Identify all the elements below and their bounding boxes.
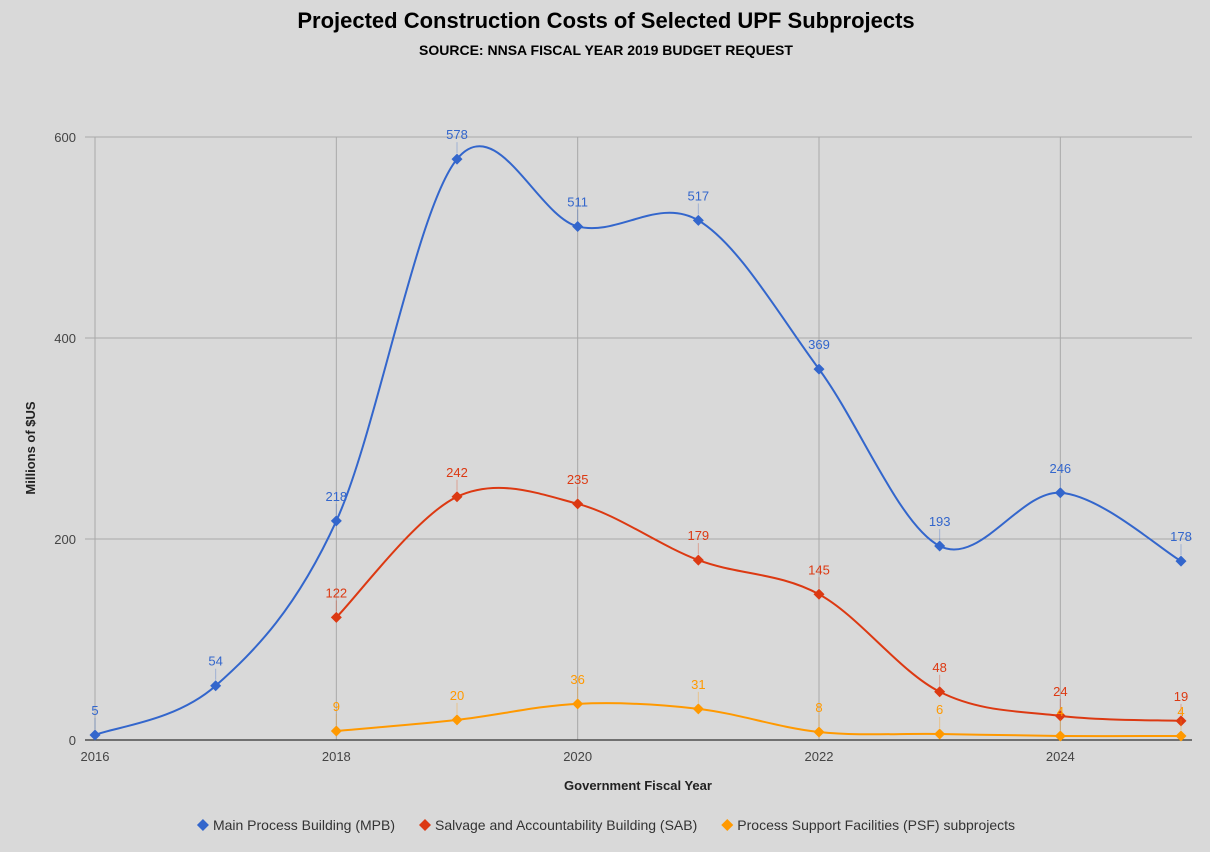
data-point-marker[interactable] — [934, 728, 946, 740]
x-tick-label: 2024 — [1046, 749, 1075, 764]
x-tick-label: 2022 — [805, 749, 834, 764]
y-tick-label: 400 — [54, 331, 76, 346]
data-point-marker[interactable] — [692, 703, 704, 715]
data-point-marker[interactable] — [572, 220, 584, 232]
data-label: 48 — [932, 660, 946, 675]
data-point-marker[interactable] — [813, 588, 825, 600]
data-label: 4 — [1177, 704, 1184, 719]
legend-item-2[interactable]: Process Support Facilities (PSF) subproj… — [721, 817, 1015, 833]
data-point-marker[interactable] — [934, 686, 946, 698]
data-label: 145 — [808, 562, 830, 577]
data-label: 193 — [929, 514, 951, 529]
data-label: 6 — [936, 702, 943, 717]
data-label: 235 — [567, 472, 589, 487]
data-label: 511 — [567, 194, 588, 209]
data-point-marker[interactable] — [572, 498, 584, 510]
legend-item-1[interactable]: Salvage and Accountability Building (SAB… — [419, 817, 697, 833]
data-point-marker[interactable] — [210, 680, 222, 692]
data-label: 179 — [687, 528, 709, 543]
data-label: 369 — [808, 337, 830, 352]
legend-marker — [419, 819, 432, 831]
data-point-marker[interactable] — [813, 363, 825, 375]
data-point-marker[interactable] — [813, 726, 825, 738]
data-point-marker[interactable] — [451, 714, 463, 726]
data-label: 36 — [570, 672, 584, 687]
legend-marker — [196, 819, 209, 831]
data-label: 24 — [1053, 684, 1067, 699]
data-label: 31 — [691, 677, 705, 692]
x-tick-label: 2018 — [322, 749, 351, 764]
x-tick-label: 2016 — [81, 749, 110, 764]
data-point-marker[interactable] — [1054, 730, 1066, 742]
data-point-marker[interactable] — [1054, 710, 1066, 722]
data-label: 178 — [1170, 529, 1192, 544]
data-point-marker[interactable] — [692, 554, 704, 566]
data-label: 19 — [1174, 689, 1188, 704]
y-tick-label: 0 — [69, 733, 76, 748]
gridlines — [85, 136, 1192, 740]
data-point-marker[interactable] — [330, 611, 342, 623]
y-tick-label: 600 — [54, 130, 76, 145]
data-point-marker[interactable] — [451, 491, 463, 503]
data-point-marker[interactable] — [572, 698, 584, 710]
data-label: 20 — [450, 688, 464, 703]
series-layer — [89, 145, 1187, 742]
data-point-marker[interactable] — [1175, 730, 1187, 742]
data-label: 4 — [1057, 704, 1064, 719]
data-label: 246 — [1049, 461, 1071, 476]
data-label: 5 — [91, 703, 98, 718]
data-label: 242 — [446, 465, 468, 480]
data-label: 8 — [815, 700, 822, 715]
legend-label: Salvage and Accountability Building (SAB… — [435, 817, 697, 833]
legend-label: Main Process Building (MPB) — [213, 817, 395, 833]
data-point-marker[interactable] — [451, 153, 463, 165]
x-tick-label: 2020 — [563, 749, 592, 764]
data-point-marker[interactable] — [1175, 555, 1187, 567]
chart-subtitle: SOURCE: NNSA FISCAL YEAR 2019 BUDGET REQ… — [419, 42, 793, 58]
data-point-marker[interactable] — [1054, 487, 1066, 499]
data-label: 517 — [687, 188, 709, 203]
data-label: 578 — [446, 127, 468, 142]
data-point-marker[interactable] — [692, 214, 704, 226]
x-axis-title: Government Fiscal Year — [564, 778, 712, 793]
data-point-marker[interactable] — [330, 725, 342, 737]
legend-marker — [721, 819, 734, 831]
series-line-0 — [94, 145, 1182, 736]
y-tick-label: 200 — [54, 532, 76, 547]
data-label: 54 — [208, 654, 222, 669]
data-label: 218 — [325, 489, 347, 504]
data-point-marker[interactable] — [330, 515, 342, 527]
series-line-2 — [336, 702, 1182, 738]
legend-label: Process Support Facilities (PSF) subproj… — [737, 817, 1015, 833]
data-point-marker[interactable] — [1175, 715, 1187, 727]
chart-title: Projected Construction Costs of Selected… — [297, 8, 914, 33]
legend: Main Process Building (MPB) Salvage and A… — [196, 817, 1015, 833]
data-label: 122 — [325, 585, 347, 600]
y-axis-title: Millions of $US — [23, 401, 38, 495]
data-label: 9 — [333, 699, 340, 714]
legend-item-0[interactable]: Main Process Building (MPB) — [196, 817, 395, 833]
data-point-marker[interactable] — [934, 540, 946, 552]
data-point-marker[interactable] — [89, 729, 101, 741]
